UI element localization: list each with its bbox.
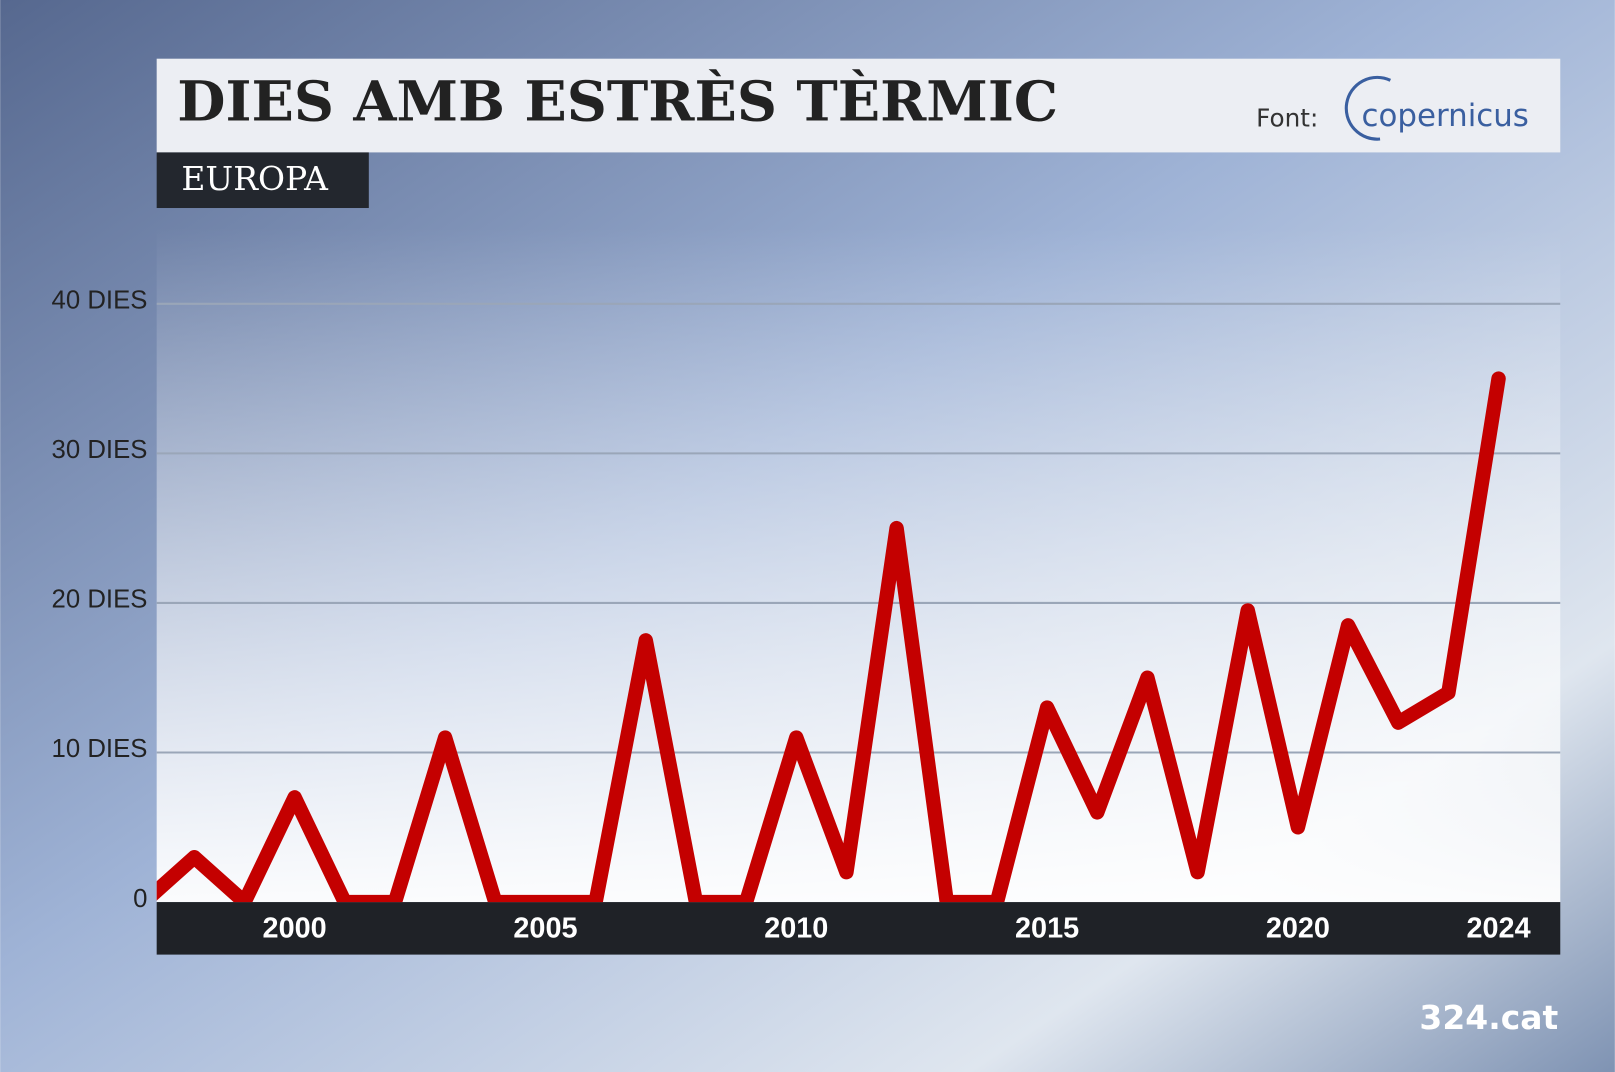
logo-arc [1344, 75, 1392, 141]
x-tick-label: 2005 [513, 912, 577, 944]
title-bar [156, 58, 1561, 153]
x-axis-bar [156, 902, 1561, 955]
y-tick-label: 10 DIES [52, 735, 148, 763]
source-logo: copernicus [1362, 98, 1529, 134]
subtitle: EUROPA [181, 159, 329, 198]
y-tick-label: 40 DIES [52, 287, 148, 315]
brand: 324.cat [1419, 998, 1558, 1037]
x-tick-label: 2020 [1266, 912, 1330, 944]
y-tick-label: 20 DIES [52, 586, 148, 614]
chart-title: DIES AMB ESTRÈS TÈRMIC [177, 68, 1058, 135]
data-line [156, 371, 1506, 903]
y-tick-label: 30 DIES [52, 436, 148, 464]
x-tick-label: 2010 [764, 912, 828, 944]
x-tick-label: 2015 [1015, 912, 1079, 944]
subtitle-box [156, 152, 369, 209]
x-tick-label: 2024 [1466, 912, 1530, 944]
source-label: Font: [1256, 103, 1318, 132]
x-tick-label: 2000 [263, 912, 327, 944]
y-tick-label: 0 [133, 885, 147, 913]
